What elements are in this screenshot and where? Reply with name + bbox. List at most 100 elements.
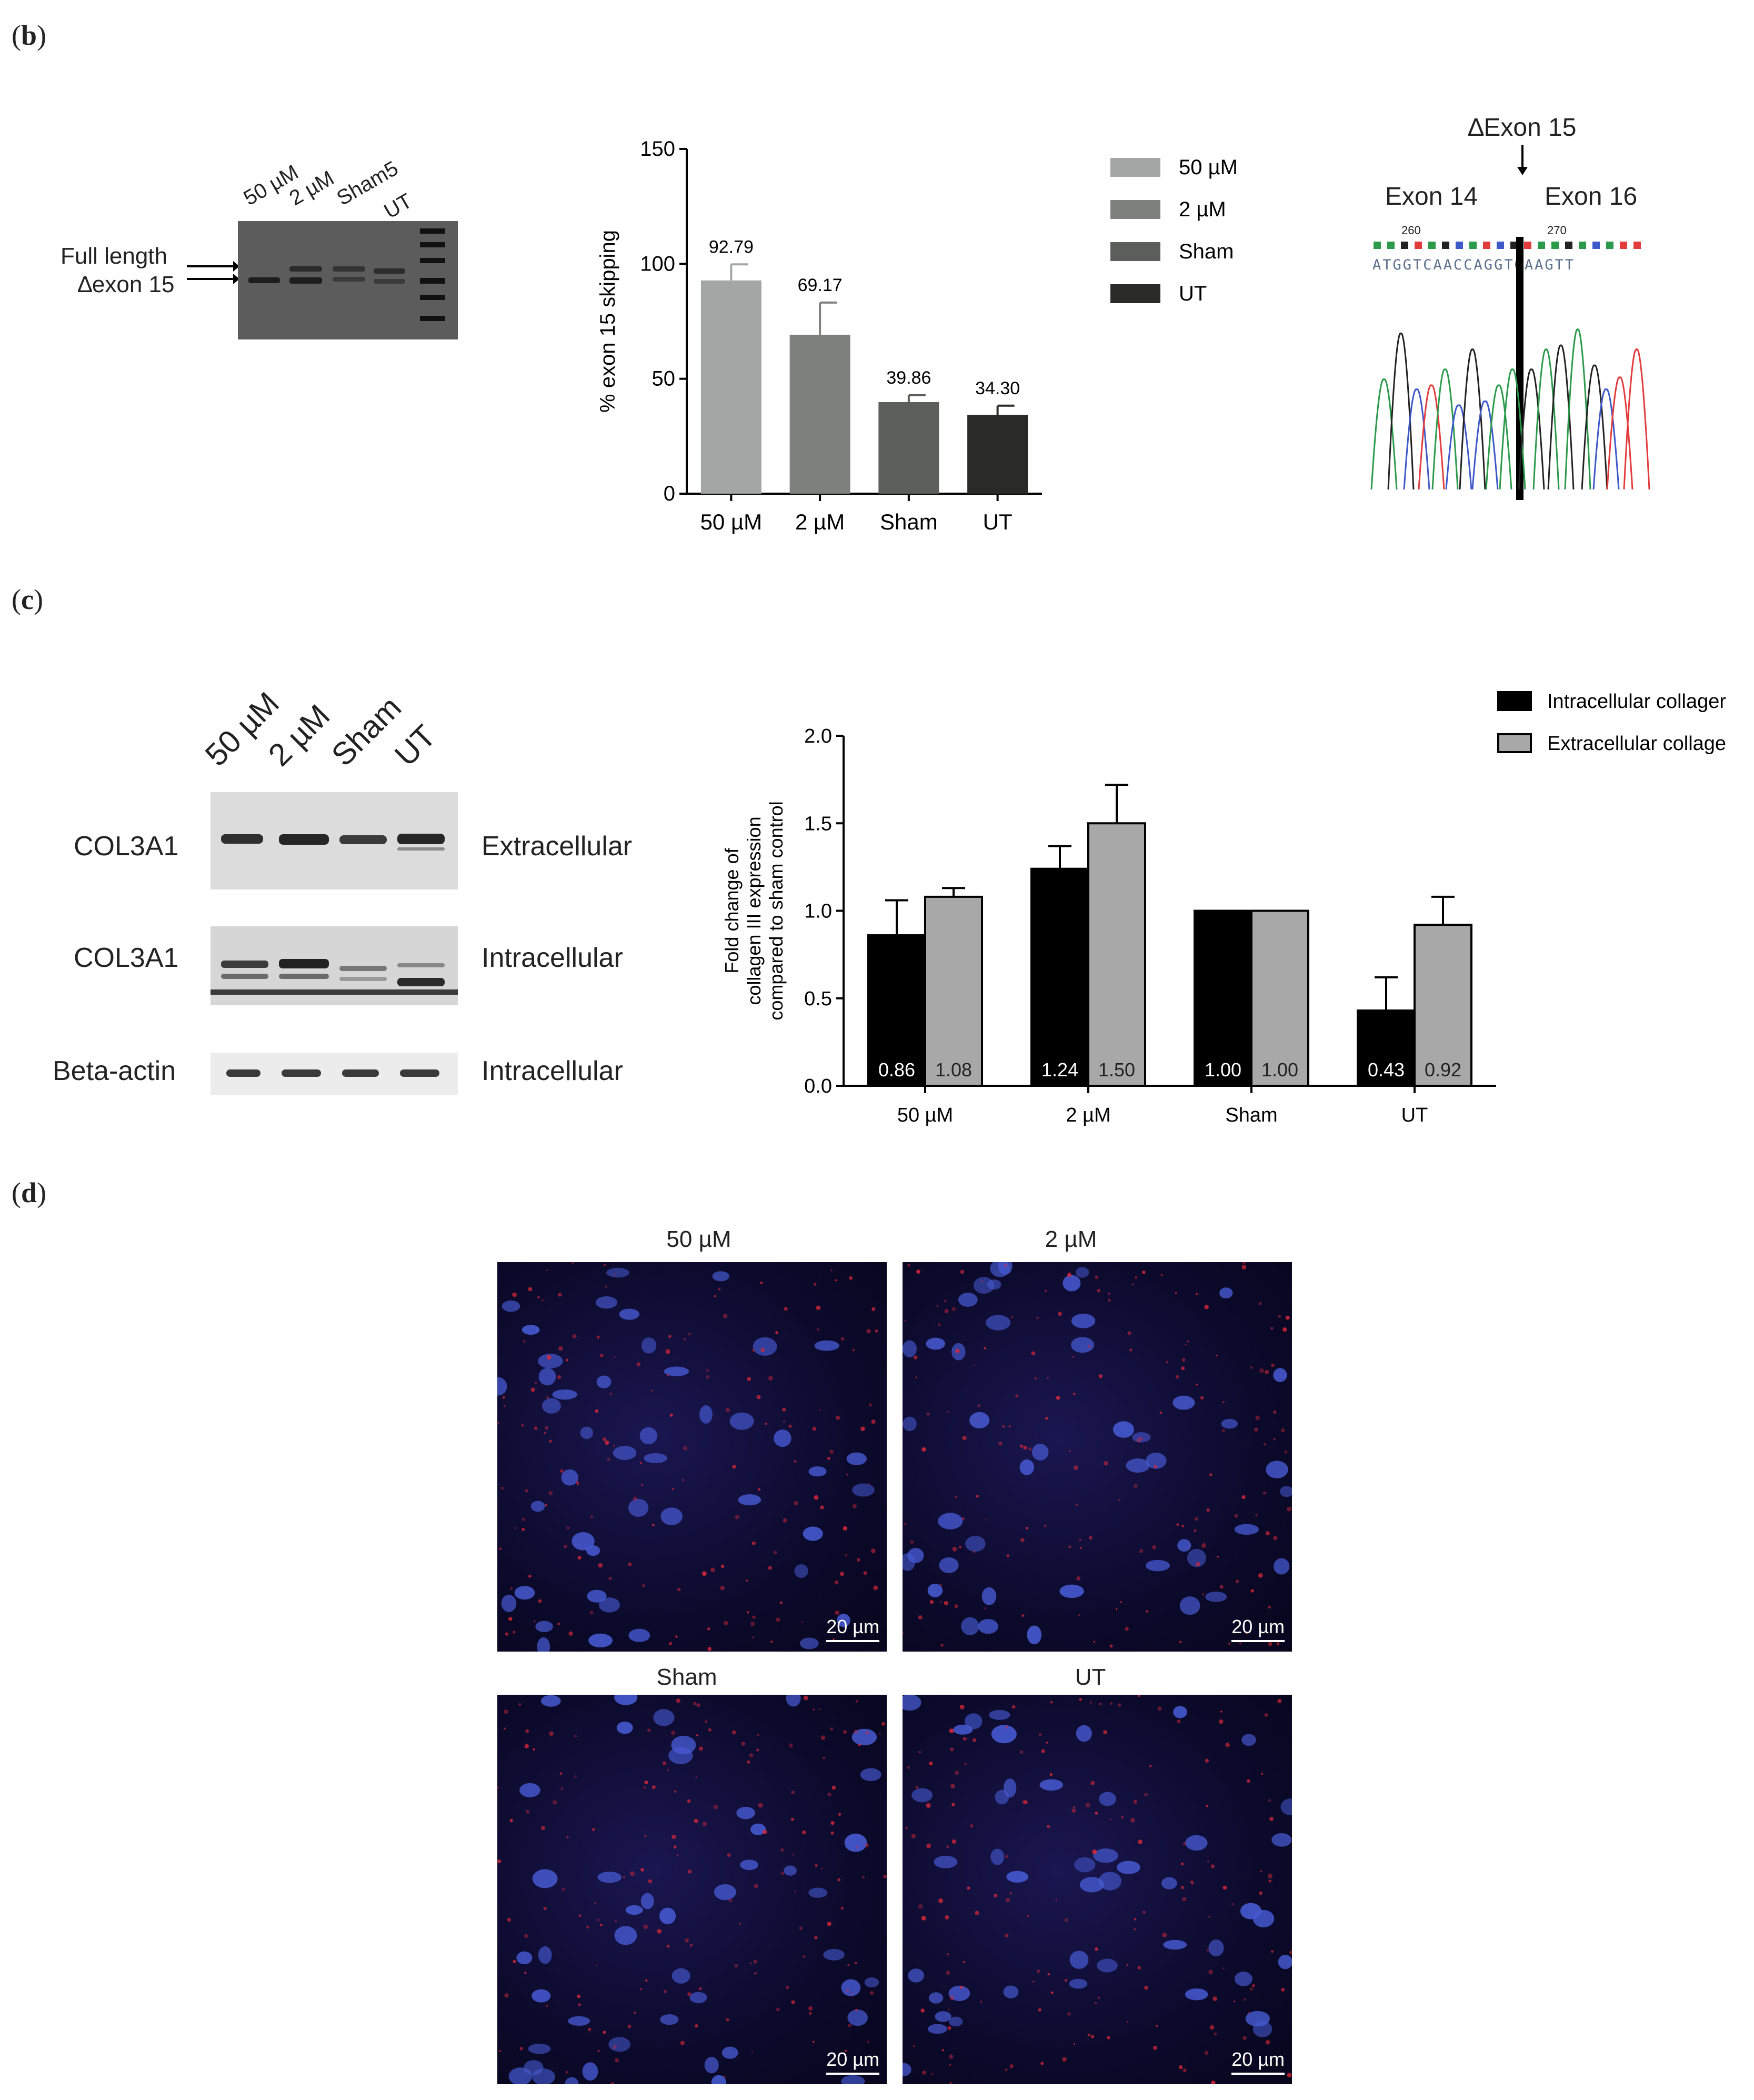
collagen-signal	[768, 1566, 772, 1570]
collagen-signal	[846, 1989, 849, 1992]
collagen-signal	[706, 1368, 709, 1372]
nucleus	[596, 1375, 612, 1388]
collagen-signal	[707, 1627, 710, 1631]
nucleus	[1179, 1596, 1200, 1615]
bar	[1087, 822, 1146, 1087]
nucleus	[1132, 1432, 1151, 1443]
collagen-signal	[586, 1925, 589, 1929]
collagen-signal	[776, 1617, 780, 1622]
data-label: 39.86	[886, 368, 931, 388]
collagen-signal	[820, 1735, 826, 1740]
nucleus	[1280, 1798, 1292, 1816]
collagen-signal	[1005, 1855, 1008, 1858]
nucleus	[1278, 1954, 1292, 1969]
collagen-signal	[1028, 1447, 1032, 1451]
collagen-signal	[1222, 1885, 1227, 1890]
collagen-signal	[504, 1405, 506, 1407]
collagen-signal	[596, 1964, 598, 1967]
legend-swatch	[1110, 284, 1160, 303]
collagen-signal	[534, 1426, 538, 1431]
collagen-signal	[799, 1926, 803, 1930]
trace-peak	[1564, 328, 1591, 490]
nucleus	[1059, 1584, 1084, 1598]
collagen-signal	[870, 1548, 876, 1554]
collagen-signal	[814, 1495, 819, 1500]
collagen-signal	[760, 1347, 765, 1353]
collagen-signal	[843, 1730, 847, 1734]
nucleus	[572, 1532, 595, 1551]
collagen-signal	[1004, 1263, 1008, 1267]
base-marker	[1374, 242, 1381, 249]
nucleus	[501, 1594, 517, 1612]
collagen-signal	[694, 1818, 698, 1823]
collagen-signal	[530, 1387, 535, 1392]
collagen-signal	[503, 1396, 505, 1399]
collagen-signal	[546, 1269, 548, 1272]
collagen-signal	[560, 1787, 564, 1790]
nucleus	[598, 1597, 620, 1613]
collagen-signal	[820, 1505, 824, 1509]
nucleus	[799, 1637, 819, 1649]
collagen-signal	[809, 2012, 812, 2015]
collagen-signal	[1095, 1812, 1098, 1815]
collagen-signal	[959, 1546, 961, 1548]
collagen-signal	[1194, 1529, 1197, 1533]
collagen-signal	[816, 1305, 821, 1311]
collagen-signal	[783, 1518, 787, 1523]
nucleus	[532, 1869, 558, 1888]
collagen-signal	[652, 1785, 656, 1789]
collagen-signal	[537, 1296, 540, 1298]
y-tick-label: 0.5	[804, 988, 832, 1010]
base-marker	[1565, 242, 1572, 249]
collagen-signal	[507, 1917, 512, 1922]
collagen-signal	[1180, 1862, 1184, 1866]
nucleus	[1027, 1625, 1042, 1645]
collagen-signal	[1020, 1538, 1025, 1542]
collagen-signal	[1047, 1825, 1050, 1828]
collagen-signal	[948, 2082, 953, 2084]
legend-swatch	[1497, 691, 1532, 711]
collagen-signal	[549, 1439, 552, 1443]
collagen-signal	[540, 1826, 546, 1831]
nucleus	[568, 2016, 590, 2026]
scale-bar: 20 µm	[1231, 1616, 1285, 1642]
base-marker	[1524, 242, 1531, 249]
collagen-signal	[1222, 1967, 1225, 1969]
x-tick-label: 50 µM	[700, 509, 763, 534]
collagen-signal	[1269, 1817, 1274, 1821]
collagen-signal	[1116, 1608, 1118, 1610]
collagen-signal	[1231, 1903, 1234, 1906]
collagen-signal	[1080, 1547, 1082, 1549]
collagen-signal	[975, 1911, 979, 1915]
nucleus	[606, 1267, 629, 1278]
nucleus	[625, 1905, 643, 1915]
trace-peak	[1370, 378, 1398, 490]
nucleus	[864, 1977, 879, 1988]
collagen-signal	[1287, 1506, 1291, 1512]
delta-exon15-label: ∆exon 15	[78, 272, 175, 297]
exon-16-label: Exon 16	[1545, 183, 1638, 211]
collagen-signal	[985, 1518, 987, 1521]
nucleus	[907, 1548, 924, 1563]
collagen-signal	[735, 1514, 740, 1519]
collagen-signal	[497, 1859, 502, 1864]
collagen-signal	[1120, 1601, 1122, 1603]
collagen-signal	[947, 1953, 949, 1955]
collagen-signal	[951, 1307, 956, 1311]
collagen-signal	[1152, 1545, 1157, 1549]
nucleus	[497, 1377, 507, 1396]
data-label: 92.79	[709, 237, 754, 257]
collagen-signal	[814, 1936, 818, 1939]
collagen-signal	[1087, 1345, 1091, 1348]
collagen-signal	[673, 1845, 677, 1848]
collagen-signal	[946, 1845, 949, 1848]
nucleus	[1093, 1848, 1118, 1863]
collagen-signal	[1142, 1911, 1146, 1914]
nucleus	[911, 1788, 933, 1803]
nucleus	[1126, 1458, 1150, 1473]
nucleus	[1076, 1725, 1092, 1742]
collagen-signal	[571, 1262, 574, 1264]
collagen-signal	[860, 1426, 865, 1431]
trace-peak	[1499, 368, 1526, 490]
collagen-signal	[846, 1473, 848, 1476]
